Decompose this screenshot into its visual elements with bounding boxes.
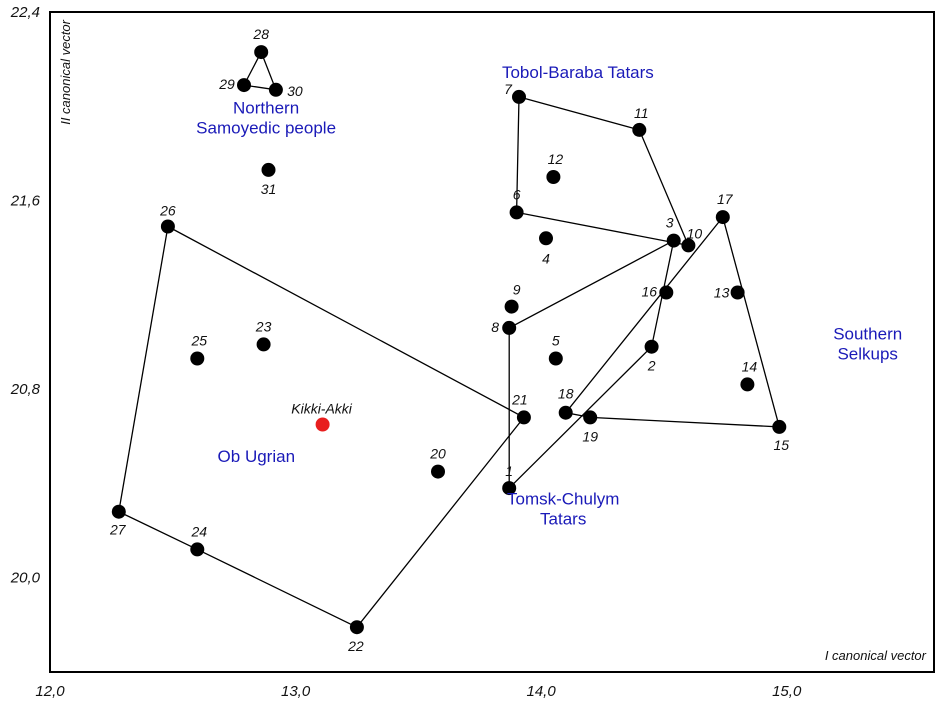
- axis-ticks: 12,0 13,0 14,0 15,0 20,0 20,8 21,6 22,4: [10, 4, 802, 700]
- point-label-13: 13: [714, 285, 730, 301]
- point-label-22: 22: [347, 638, 364, 654]
- x-tick-label-2: 14,0: [526, 683, 556, 700]
- y-tick-label-0: 20,0: [10, 570, 41, 587]
- x-tick-label-1: 13,0: [281, 683, 311, 700]
- point-labels: 1234567891011121314151617181920212223242…: [109, 26, 789, 654]
- point-label-23: 23: [255, 318, 272, 334]
- point-10: [681, 238, 696, 253]
- point-label-21: 21: [511, 391, 528, 407]
- point-16: [659, 285, 674, 300]
- group-label-1-line-1: Samoyedic people: [196, 118, 336, 137]
- polygon-northern-samoyedic-people: [243, 51, 277, 91]
- point-label-25: 25: [191, 333, 208, 349]
- group-polygons: [118, 51, 781, 629]
- point-label-17: 17: [717, 191, 734, 207]
- point-4: [539, 231, 553, 246]
- group-label-3-line-0: Ob Ugrian: [218, 447, 295, 466]
- point-label-15: 15: [774, 437, 790, 453]
- point-label-28: 28: [252, 26, 269, 42]
- point-label-14: 14: [742, 358, 758, 374]
- point-5: [548, 351, 563, 366]
- group-label-4-line-0: Tomsk-Chulym: [507, 490, 619, 509]
- point-label-11: 11: [634, 105, 649, 121]
- y-tick-label-3: 22,4: [10, 4, 40, 21]
- point-28: [254, 45, 269, 60]
- point-12: [546, 170, 561, 184]
- point-label-2: 2: [647, 358, 656, 374]
- point-label-3: 3: [666, 215, 674, 231]
- point-label-4: 4: [542, 250, 550, 266]
- point-kikki-akki: [315, 417, 330, 432]
- point-8: [502, 320, 517, 335]
- group-label-2-line-0: Southern: [833, 325, 902, 344]
- x-axis-label: I canonical vector: [825, 648, 927, 663]
- point-label-1: 1: [505, 463, 513, 479]
- point-14: [740, 377, 755, 392]
- point-23: [256, 337, 271, 352]
- point-31: [261, 162, 276, 177]
- label-kikki-akki: Kikki-Akki: [291, 401, 353, 417]
- point-label-29: 29: [218, 76, 235, 92]
- point-11: [632, 122, 647, 137]
- point-label-8: 8: [491, 319, 499, 335]
- group-label-2-line-1: Selkups: [837, 345, 897, 364]
- point-17: [715, 210, 730, 225]
- point-20: [431, 464, 445, 479]
- point-label-10: 10: [687, 225, 703, 241]
- point-label-20: 20: [429, 446, 446, 462]
- point-30: [268, 82, 283, 97]
- point-label-19: 19: [582, 428, 598, 444]
- plot-frame: [49, 11, 935, 673]
- x-tick-label-0: 12,0: [35, 683, 65, 700]
- point-label-7: 7: [504, 81, 513, 97]
- point-18: [558, 405, 573, 420]
- point-15: [772, 419, 787, 434]
- point-label-5: 5: [552, 333, 560, 349]
- group-label-1-line-0: Northern: [233, 98, 299, 117]
- point-label-16: 16: [642, 284, 658, 300]
- point-13: [730, 285, 745, 300]
- point-19: [583, 410, 598, 425]
- point-label-18: 18: [558, 386, 574, 402]
- point-1: [502, 481, 517, 496]
- point-26: [160, 219, 175, 234]
- point-24: [190, 542, 205, 557]
- point-label-26: 26: [159, 203, 176, 219]
- point-7: [512, 89, 526, 104]
- point-label-9: 9: [513, 282, 521, 298]
- y-tick-label-2: 21,6: [10, 193, 41, 210]
- point-21: [516, 410, 531, 425]
- point-label-30: 30: [287, 83, 303, 99]
- point-label-12: 12: [548, 151, 564, 167]
- point-22: [349, 620, 364, 635]
- point-3: [666, 233, 681, 248]
- data-points: [111, 45, 787, 635]
- y-axis-label: II canonical vector: [58, 19, 73, 124]
- point-label-27: 27: [109, 522, 127, 538]
- y-tick-label-1: 20,8: [10, 381, 41, 398]
- group-label-0-line-0: Tobol-Baraba Tatars: [502, 63, 654, 82]
- point-label-24: 24: [191, 523, 208, 539]
- point-29: [237, 78, 251, 93]
- point-2: [644, 339, 659, 354]
- group-label-4-line-1: Tatars: [540, 510, 586, 529]
- point-27: [111, 504, 126, 519]
- point-label-31: 31: [261, 181, 277, 197]
- polygon-tobol-baraba-tatars: [515, 96, 690, 247]
- point-label-6: 6: [513, 186, 521, 202]
- polygon-ob-ugrian: [118, 225, 525, 629]
- point-25: [190, 351, 205, 366]
- point-9: [504, 299, 519, 314]
- point-6: [509, 205, 524, 220]
- x-tick-label-3: 15,0: [772, 683, 802, 700]
